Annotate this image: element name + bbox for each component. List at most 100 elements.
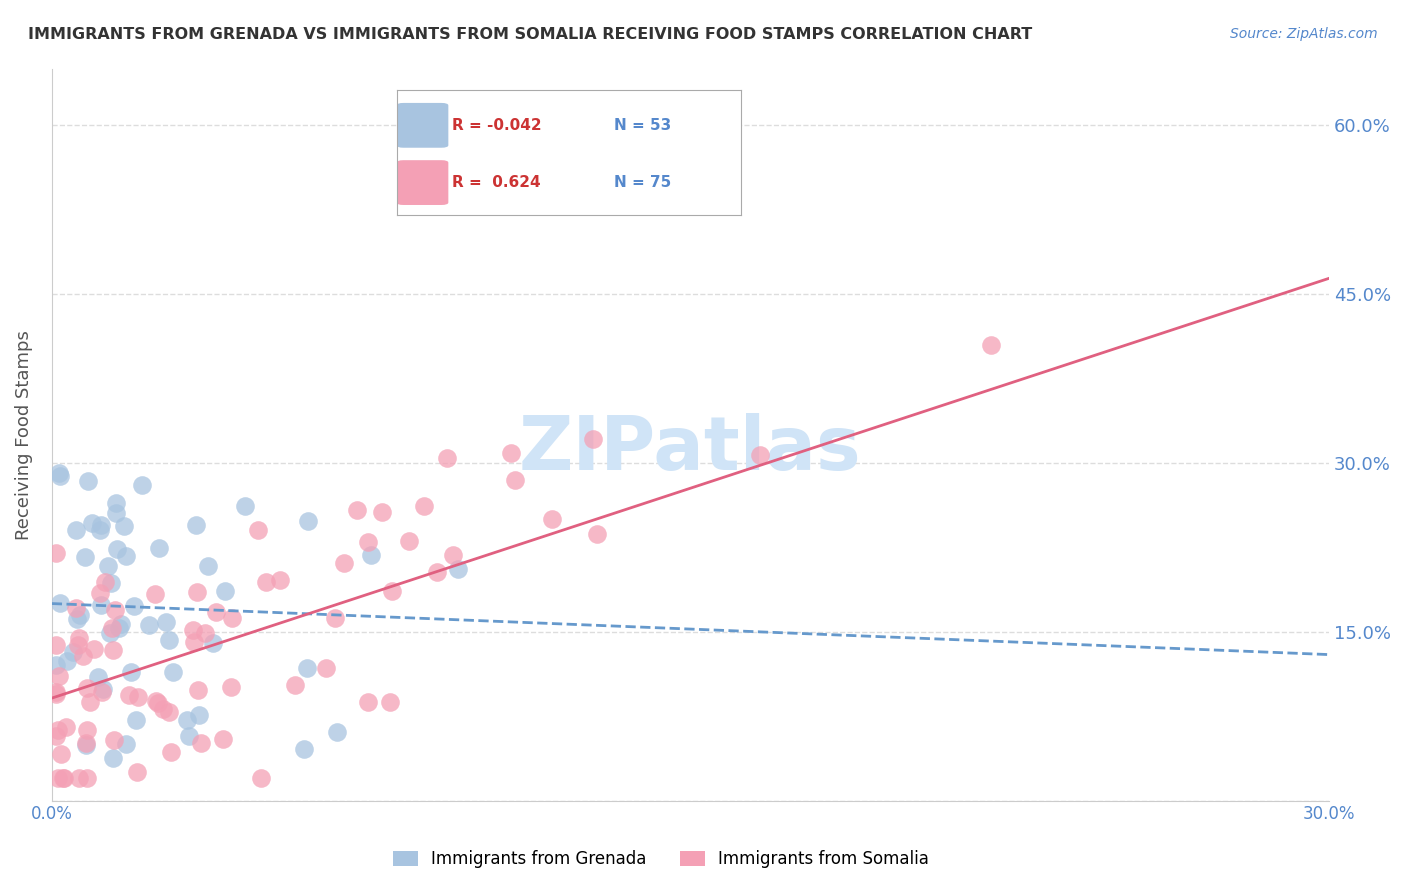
Point xyxy=(112,519,135,533)
Point xyxy=(292,741,315,756)
Point xyxy=(90,684,112,698)
Point xyxy=(101,643,124,657)
Point xyxy=(101,751,124,765)
Point xyxy=(211,731,233,746)
Point xyxy=(503,473,526,487)
Point xyxy=(98,626,121,640)
Legend: Immigrants from Grenada, Immigrants from Somalia: Immigrants from Grenada, Immigrants from… xyxy=(387,844,935,875)
Point xyxy=(67,771,90,785)
Point xyxy=(398,533,420,548)
Point xyxy=(357,535,380,549)
Point xyxy=(127,764,149,779)
Point xyxy=(378,695,401,709)
Point xyxy=(118,688,141,702)
Point xyxy=(501,446,523,460)
Point xyxy=(45,729,67,743)
Point xyxy=(370,505,392,519)
Point xyxy=(315,661,337,675)
Text: IMMIGRANTS FROM GRENADA VS IMMIGRANTS FROM SOMALIA RECEIVING FOOD STAMPS CORRELA: IMMIGRANTS FROM GRENADA VS IMMIGRANTS FR… xyxy=(28,27,1032,42)
Point xyxy=(91,682,114,697)
Point xyxy=(48,469,70,483)
Point xyxy=(155,615,177,630)
Point xyxy=(79,695,101,709)
Point xyxy=(45,687,67,701)
Point xyxy=(214,584,236,599)
Point xyxy=(76,681,98,696)
Point xyxy=(66,638,89,652)
Point xyxy=(250,771,273,785)
Point xyxy=(541,512,564,526)
Point xyxy=(160,745,183,759)
Point xyxy=(104,603,127,617)
Point xyxy=(76,723,98,738)
Point xyxy=(323,611,346,625)
Point xyxy=(114,737,136,751)
Point xyxy=(65,523,87,537)
Point xyxy=(980,337,1002,351)
Point xyxy=(108,621,131,635)
Point xyxy=(45,638,67,652)
Point xyxy=(45,684,67,698)
Point xyxy=(333,557,356,571)
Point xyxy=(48,669,70,683)
Point xyxy=(187,682,209,697)
Point xyxy=(254,574,277,589)
Point xyxy=(101,621,124,635)
Point xyxy=(297,514,319,528)
Point xyxy=(125,713,148,727)
Point xyxy=(162,665,184,679)
Point xyxy=(413,500,436,514)
Point xyxy=(80,516,103,531)
Point xyxy=(148,696,170,710)
Point xyxy=(76,771,98,785)
Point xyxy=(246,523,269,537)
Point xyxy=(152,702,174,716)
Point xyxy=(72,648,94,663)
Point xyxy=(190,736,212,750)
Point xyxy=(75,739,97,753)
Point xyxy=(194,625,217,640)
Point xyxy=(188,707,211,722)
Point xyxy=(360,548,382,562)
Point xyxy=(346,503,368,517)
Point xyxy=(62,645,84,659)
Point xyxy=(201,635,224,649)
Point xyxy=(204,605,226,619)
Point xyxy=(148,541,170,555)
Point xyxy=(83,642,105,657)
Point xyxy=(181,623,204,637)
Point xyxy=(93,575,115,590)
Point xyxy=(177,729,200,743)
Point xyxy=(49,747,72,761)
Point xyxy=(104,495,127,509)
Point xyxy=(284,677,307,691)
Point xyxy=(53,771,76,785)
Text: Source: ZipAtlas.com: Source: ZipAtlas.com xyxy=(1230,27,1378,41)
Point xyxy=(145,694,167,708)
Point xyxy=(89,586,111,600)
Point xyxy=(75,736,97,750)
Point xyxy=(73,550,96,565)
Point xyxy=(357,695,380,709)
Point xyxy=(65,600,87,615)
Point xyxy=(269,574,291,588)
Point xyxy=(105,541,128,556)
Point xyxy=(426,566,449,580)
Point xyxy=(221,611,243,625)
Point xyxy=(46,771,69,785)
Point xyxy=(45,658,67,673)
Point xyxy=(69,607,91,622)
Point xyxy=(138,618,160,632)
Point xyxy=(46,723,69,738)
Point xyxy=(447,562,470,576)
Point xyxy=(381,584,404,599)
Y-axis label: Receiving Food Stamps: Receiving Food Stamps xyxy=(15,330,32,540)
Point xyxy=(186,585,208,599)
Point xyxy=(219,680,242,694)
Point xyxy=(585,527,607,541)
Point xyxy=(69,631,91,645)
Point xyxy=(90,598,112,612)
Point xyxy=(56,654,79,668)
Point xyxy=(235,499,257,513)
Point xyxy=(104,506,127,520)
